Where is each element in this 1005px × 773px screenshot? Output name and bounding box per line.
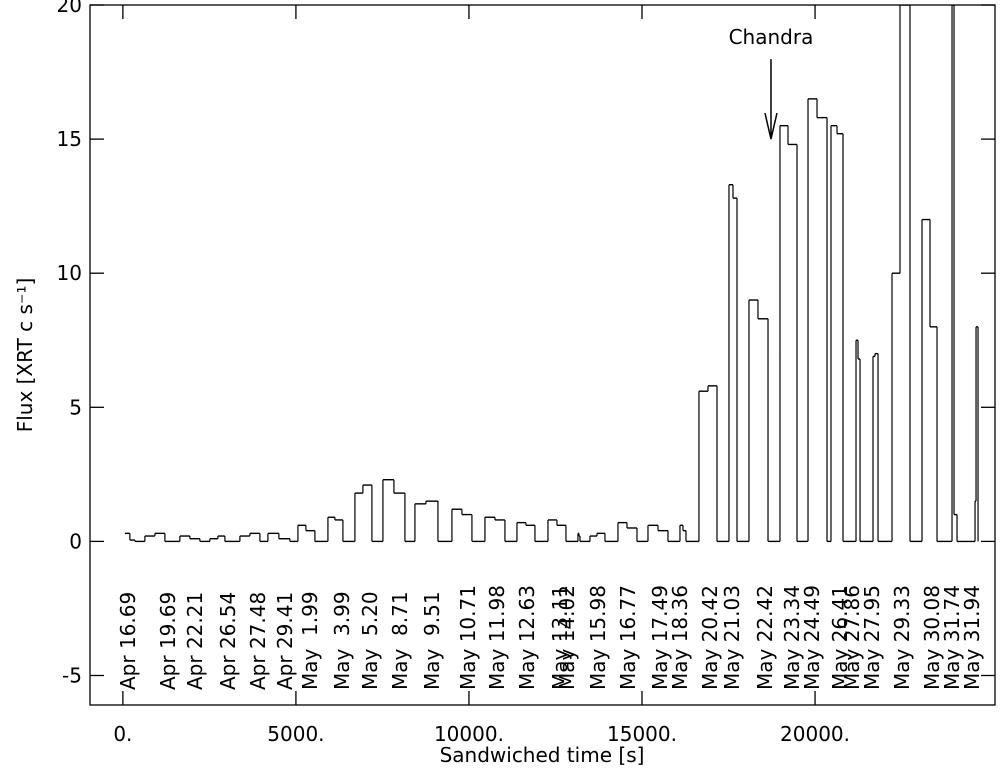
date-label: Apr 27.48	[246, 592, 270, 690]
date-label: Apr 29.41	[273, 592, 297, 690]
date-label: May 30.08	[920, 585, 944, 690]
plot-frame	[89, 4, 996, 706]
date-label: May 18.36	[668, 585, 692, 690]
date-label: May 26.41	[828, 585, 852, 690]
plot-area	[124, 5, 979, 543]
date-label: May 12.63	[515, 585, 539, 690]
date-label: May 22.42	[753, 585, 777, 690]
date-label: May 27.86	[840, 585, 864, 690]
date-label: May 21.03	[720, 585, 744, 690]
y-axis-label: Flux [XRT c s⁻¹]	[13, 278, 37, 433]
annotation-arrow	[764, 59, 778, 140]
x-tick-label: 0.	[113, 722, 132, 746]
x-axis-label: Sandwiched time [s]	[440, 743, 645, 767]
date-label: May 23.34	[780, 585, 804, 690]
x-tick-label: 15000.	[607, 722, 677, 746]
date-label: May 16.77	[616, 585, 640, 690]
date-label: May 27.95	[860, 585, 884, 690]
date-label: May 11.98	[485, 585, 509, 690]
date-label: Apr 19.69	[156, 592, 180, 690]
date-label: May 31.94	[960, 585, 984, 690]
date-label: May 3.99	[330, 591, 354, 690]
y-tick-label: 20	[57, 0, 82, 17]
date-label: Apr 26.54	[216, 592, 240, 690]
date-label: Apr 22.21	[183, 592, 207, 690]
date-label: May 13.11	[548, 585, 572, 690]
y-tick-label: 5	[69, 395, 82, 419]
date-label: May 10.71	[456, 585, 480, 690]
y-tick-label: 10	[57, 261, 82, 285]
date-label: May 24.49	[800, 585, 824, 690]
y-tick-label: 0	[69, 529, 82, 553]
date-label: May 29.33	[890, 585, 914, 690]
step-riser	[129, 5, 979, 542]
y-tick-label: -5	[62, 663, 82, 687]
x-tick-label: 20000.	[780, 722, 850, 746]
annotation: Chandra	[729, 25, 814, 49]
date-label: May 20.42	[698, 585, 722, 690]
x-tick-label: 5000.	[267, 722, 324, 746]
date-label: May 1.99	[298, 591, 322, 690]
date-label: May 9.51	[420, 591, 444, 690]
date-label: Apr 16.69	[116, 592, 140, 690]
x-tick-label: 10000.	[434, 722, 504, 746]
date-label: May 14.02	[555, 585, 579, 690]
date-label: May 31.74	[940, 585, 964, 690]
date-label: May 15.98	[586, 585, 610, 690]
date-label: May 5.20	[358, 591, 382, 690]
date-label: May 8.71	[388, 591, 412, 690]
y-tick-label: 15	[57, 127, 82, 151]
date-label: May 17.49	[648, 585, 672, 690]
